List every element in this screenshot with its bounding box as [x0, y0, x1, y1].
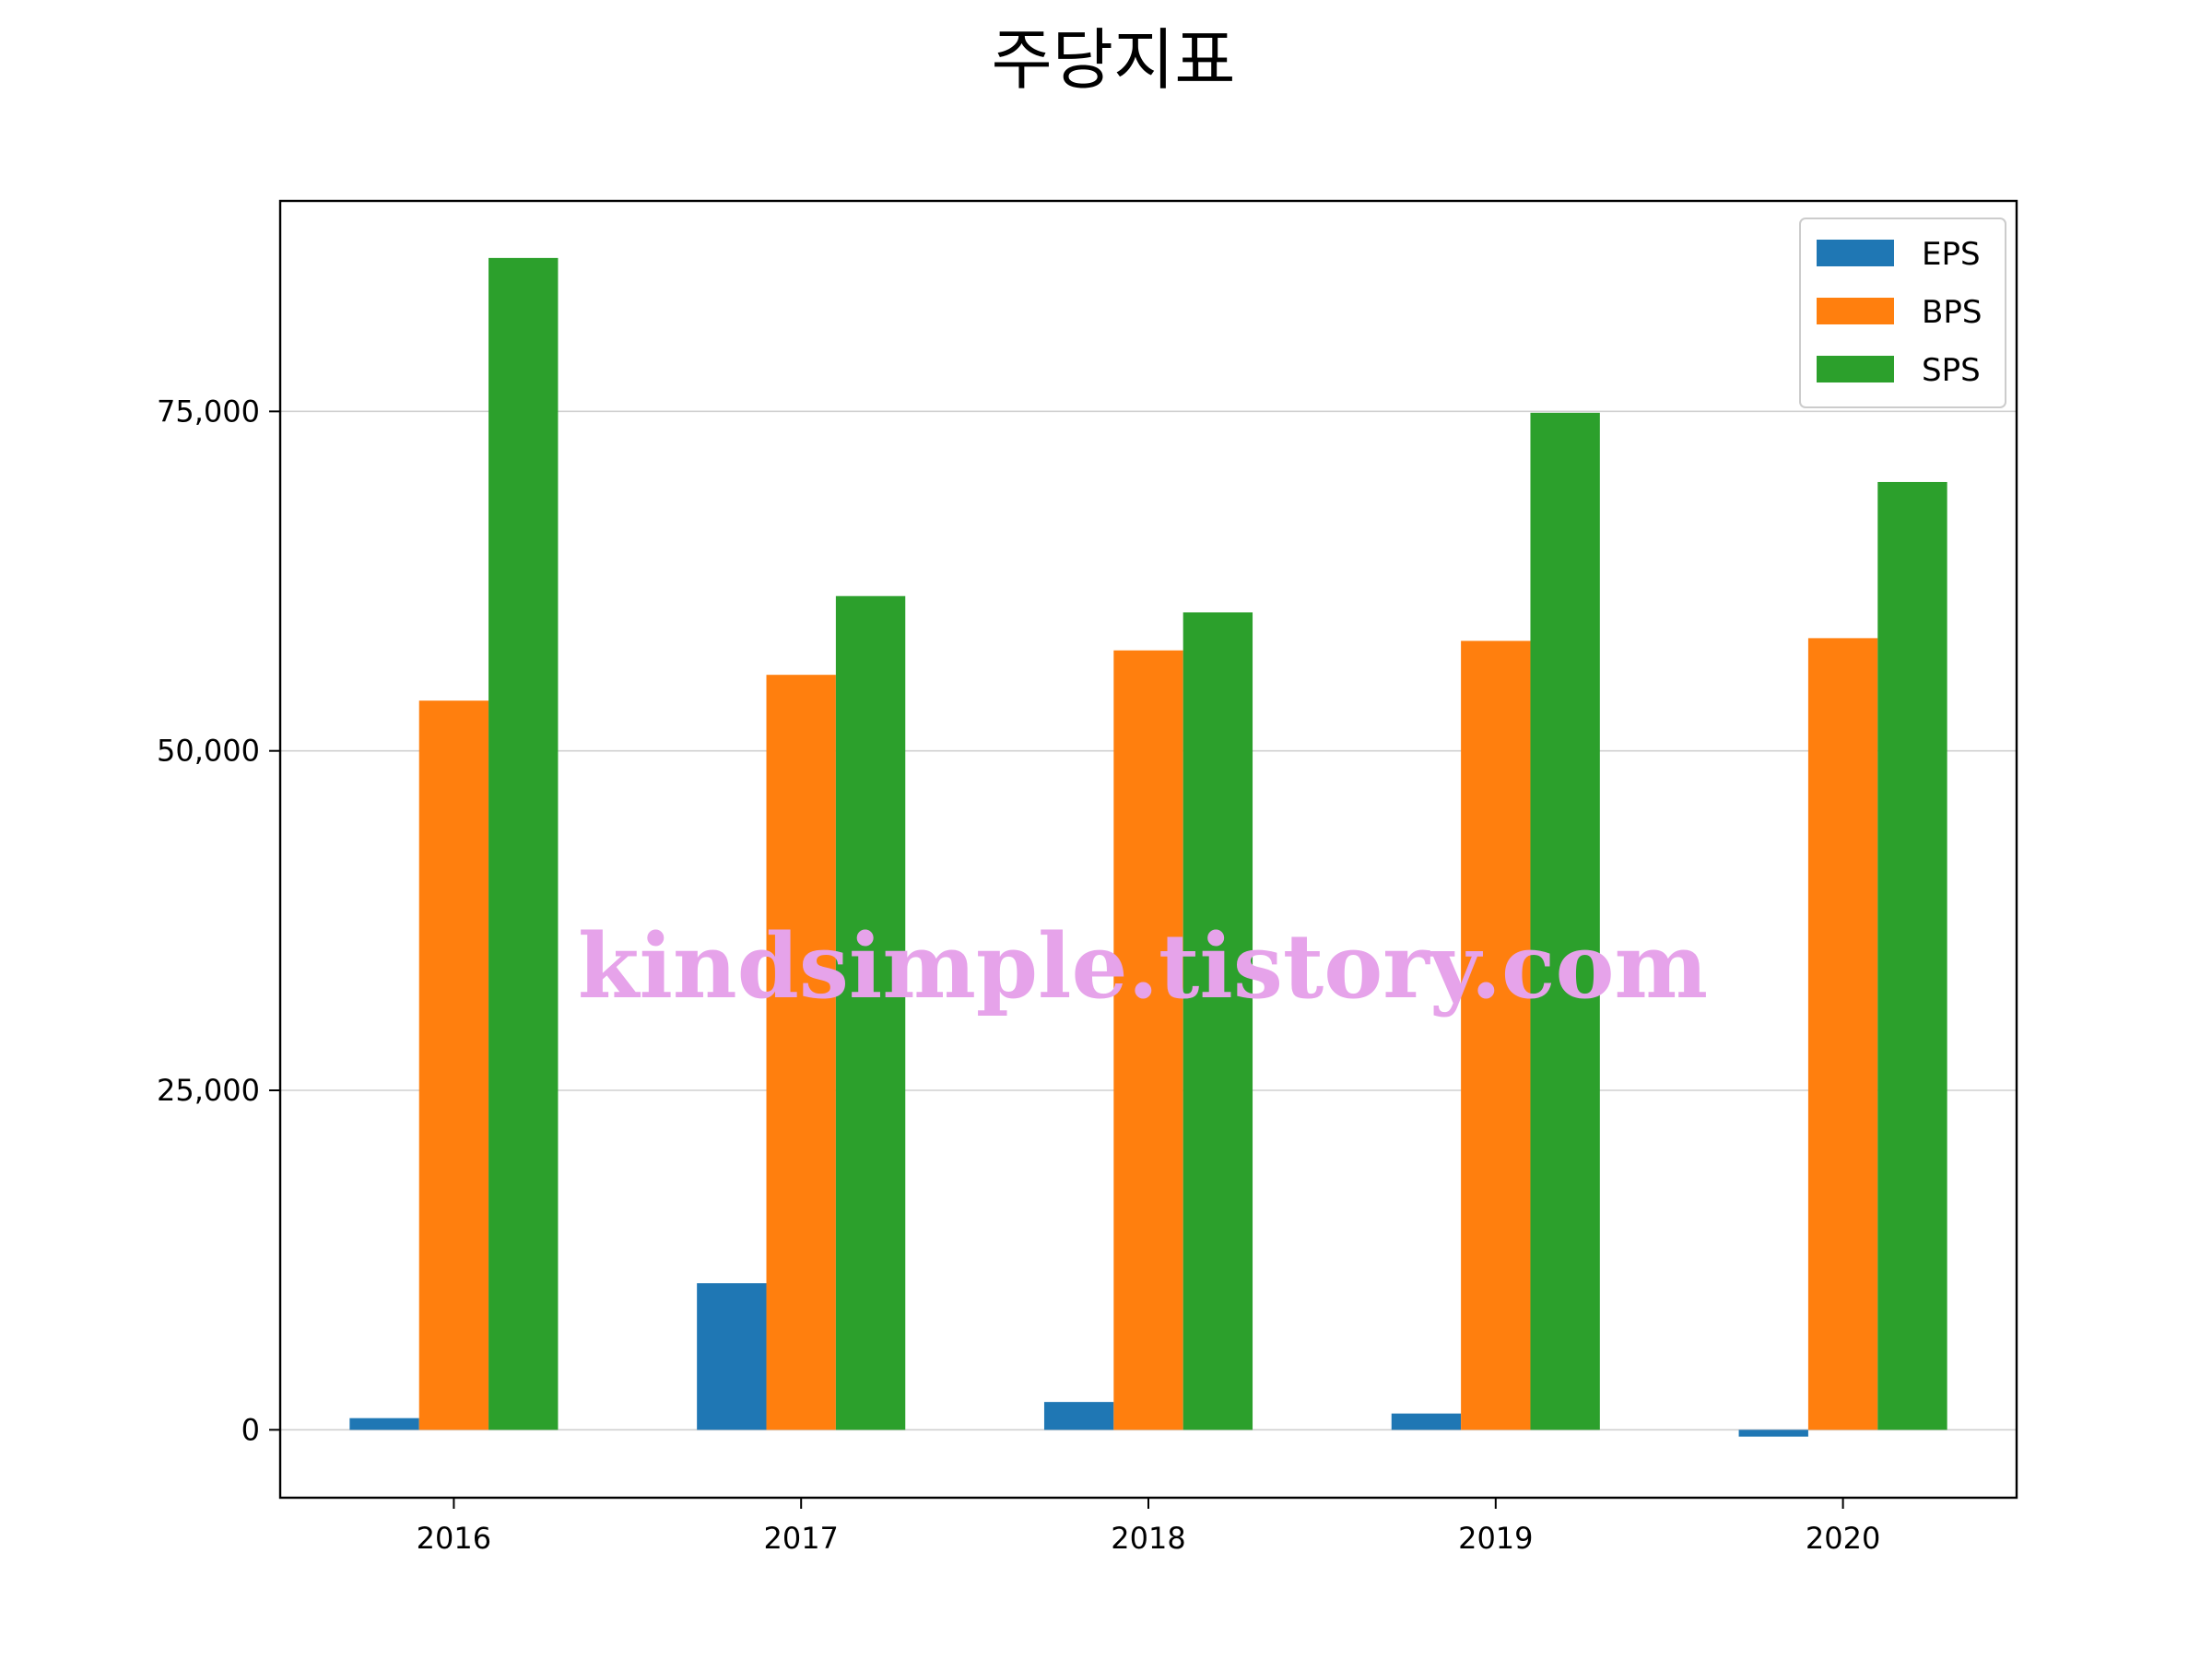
legend-swatch-sps	[1817, 356, 1894, 382]
y-axis: 0 25,000 50,000 75,000	[157, 394, 280, 1447]
bar-eps-2019	[1391, 1413, 1462, 1430]
bar-eps-2016	[349, 1418, 419, 1430]
bar-sps-2020	[1877, 481, 1947, 1430]
x-tick-label: 2017	[763, 1521, 838, 1556]
bars	[349, 257, 1947, 1437]
legend-swatch-bps	[1817, 298, 1894, 324]
y-tick-label: 75,000	[157, 394, 260, 429]
legend-label-bps: BPS	[1922, 294, 1982, 331]
bar-sps-2019	[1530, 412, 1600, 1430]
watermark: kindsimple.tistory.com	[578, 914, 1708, 1018]
bar-bps-2017	[766, 675, 836, 1430]
x-tick-label: 2016	[417, 1521, 491, 1556]
y-tick-label: 50,000	[157, 734, 260, 769]
bar-bps-2020	[1807, 638, 1878, 1430]
legend-label-sps: SPS	[1922, 352, 1981, 389]
bar-eps-2018	[1043, 1402, 1114, 1430]
chart-title: 주당지표	[992, 21, 1236, 99]
bar-sps-2016	[488, 257, 559, 1430]
x-tick-label: 2019	[1458, 1521, 1533, 1556]
bar-bps-2018	[1113, 650, 1183, 1430]
x-tick-label: 2020	[1806, 1521, 1880, 1556]
y-tick-label: 25,000	[157, 1073, 260, 1108]
legend: EPS BPS SPS	[1799, 218, 2006, 408]
x-tick-label: 2018	[1111, 1521, 1185, 1556]
bar-sps-2017	[835, 595, 906, 1430]
legend-label-eps: EPS	[1922, 236, 1981, 273]
bar-bps-2019	[1461, 641, 1531, 1430]
y-tick-label: 0	[241, 1412, 260, 1447]
bar-eps-2017	[697, 1283, 767, 1430]
legend-swatch-eps	[1817, 240, 1894, 266]
x-axis: 2016 2017 2018 2019 2020	[417, 1498, 1880, 1556]
bar-eps-2020	[1738, 1430, 1808, 1437]
bar-bps-2016	[418, 700, 489, 1430]
bar-sps-2018	[1182, 612, 1253, 1430]
